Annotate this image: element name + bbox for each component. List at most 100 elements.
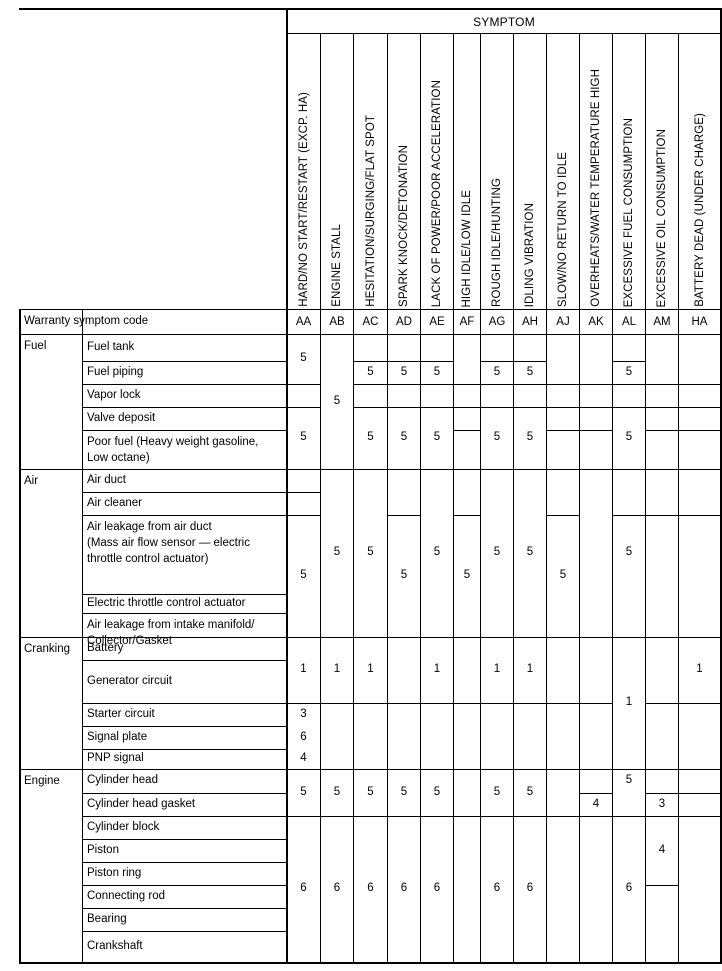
column-header-AG: ROUGH IDLE/HUNTING — [491, 178, 503, 307]
rating-fuel-AL-piping: 5 — [625, 365, 633, 378]
rating-fuel-AG-poor: 5 — [493, 431, 501, 444]
row-rule-fuel-4 — [82, 430, 287, 431]
rating-fuel-AD-poor: 5 — [400, 431, 408, 444]
item-air-leakage-duct-line3: throttle control actuator) — [87, 553, 209, 565]
item-electric-throttle-actuator: Electric throttle control actuator — [87, 596, 246, 609]
item-fuel-tank: Fuel tank — [87, 340, 135, 353]
col-rule-AJ-AK — [579, 33, 580, 962]
col-rule-AC-AD — [387, 33, 388, 962]
rating-air-AL: 5 — [625, 546, 633, 559]
merge-rule-air-d — [453, 515, 480, 516]
row-rule-engine-7 — [82, 931, 287, 932]
rating-cranking-AA-signal: 6 — [300, 730, 307, 743]
rating-air-AE: 5 — [433, 546, 441, 559]
rating-engine-AG-head: 5 — [493, 785, 501, 798]
col-rule-AL-AM — [645, 33, 646, 962]
rating-air-AB: 5 — [333, 546, 341, 559]
row-rule-engine-3 — [82, 839, 287, 840]
rating-fuel-AG-piping: 5 — [493, 365, 501, 378]
item-poor-fuel-line1: Poor fuel (Heavy weight gasoline, — [87, 436, 259, 448]
row-rule-engine-4 — [82, 862, 287, 863]
group-label-cranking: Cranking — [24, 643, 71, 655]
item-generator-circuit: Generator circuit — [87, 674, 173, 687]
merge-rule-air-f — [612, 515, 722, 516]
row-rule-cranking-3 — [82, 726, 287, 727]
item-air-leakage-manifold-line2: Collector/Gasket — [87, 635, 173, 647]
column-header-HA: BATTERY DEAD (UNDER CHARGE) — [693, 113, 706, 307]
warranty-code-AD: AD — [396, 316, 412, 328]
warranty-code-AL: AL — [621, 316, 637, 328]
row-rule-engine-1 — [82, 793, 287, 794]
rating-cranking-AA-starter: 3 — [300, 707, 307, 720]
row-rule-engine-2 — [82, 816, 287, 817]
warranty-code-AA: AA — [295, 316, 312, 328]
item-air-leakage-duct: Air leakage from air duct (Mass air flow… — [82, 515, 286, 594]
rating-fuel-AE-piping: 5 — [433, 365, 441, 378]
rating-engine-AC-head: 5 — [367, 785, 374, 798]
column-header-AE: LACK OF POWER/POOR ACCELERATION — [431, 79, 443, 307]
rating-cranking-HA-batt: 1 — [696, 663, 703, 676]
rating-engine-AM-gasket: 3 — [658, 797, 666, 810]
col-rule-AK-AL — [612, 33, 613, 962]
rating-cranking-AA-batt: 1 — [300, 663, 307, 676]
warranty-code-AM: AM — [653, 316, 671, 328]
rating-engine-AB-head: 5 — [333, 785, 341, 798]
row-rule-engine-5 — [82, 885, 287, 886]
item-cylinder-block: Cylinder block — [87, 820, 160, 833]
rating-cranking-AC-batt: 1 — [367, 663, 374, 676]
col-rule-AE-AF — [453, 33, 454, 962]
row-rule-air-4 — [82, 613, 287, 614]
rating-engine-AH-head: 5 — [526, 785, 534, 798]
item-vapor-lock: Vapor lock — [87, 388, 141, 401]
item-fuel-piping: Fuel piping — [87, 365, 144, 378]
item-air-leakage-duct-line2: (Mass air flow sensor — electric — [87, 537, 250, 549]
item-cylinder-head-gasket: Cylinder head gasket — [87, 797, 196, 810]
warranty-code-AE: AE — [429, 316, 445, 328]
merge-rule-eng-d — [645, 885, 678, 886]
rating-cranking-AL-all: 1 — [625, 696, 633, 709]
item-column-divider — [286, 8, 288, 964]
rating-cranking-AH-batt: 1 — [526, 663, 534, 676]
rating-air-AH: 5 — [526, 546, 534, 559]
row-rule-air-1 — [82, 492, 287, 493]
table-top-border — [19, 8, 722, 10]
section-divider-engine — [19, 769, 722, 770]
row-rule-cranking-4 — [82, 749, 287, 750]
rating-engine-AG-block: 6 — [493, 882, 501, 895]
col-rule-AA-AB — [320, 33, 321, 962]
row-rule-air-3 — [82, 594, 287, 595]
col-rule-AD-AE — [420, 33, 421, 962]
merge-rule-fuel-h — [453, 430, 480, 431]
rating-engine-AB-block: 6 — [333, 882, 341, 895]
row-rule-fuel-3 — [82, 407, 287, 408]
row-rule-air-2 — [82, 515, 287, 516]
merge-rule-fuel-f — [287, 407, 320, 408]
merge-rule-fuel-d — [287, 384, 320, 385]
merge-rule-crank-a — [287, 703, 612, 704]
row-rule-cranking-2 — [82, 703, 287, 704]
rating-air-AA: 5 — [300, 569, 307, 582]
rating-fuel-AL-poor: 5 — [625, 431, 633, 444]
warranty-row-top — [19, 309, 722, 310]
warranty-code-AK: AK — [588, 316, 604, 328]
rating-air-AC: 5 — [367, 546, 374, 559]
group-label-fuel: Fuel — [24, 340, 47, 352]
rating-fuel-AH-piping: 5 — [526, 365, 534, 378]
column-header-AL: EXCESSIVE FUEL CONSUMPTION — [623, 117, 635, 307]
merge-rule-fuel-g — [353, 407, 722, 408]
rating-fuel-AA-tank: 5 — [300, 352, 307, 365]
col-rule-AF-AG — [480, 33, 481, 962]
column-header-AD: SPARK KNOCK/DETONATION — [398, 145, 410, 307]
col-rule-AG-AH — [513, 33, 514, 962]
merge-rule-air-e — [546, 515, 579, 516]
merge-rule-crank-b — [645, 703, 722, 704]
item-bearing: Bearing — [87, 912, 127, 925]
item-air-cleaner: Air cleaner — [87, 496, 142, 509]
table-right-border — [720, 8, 722, 964]
column-header-AF: HIGH IDLE/LOW IDLE — [461, 189, 473, 307]
group-label-engine: Engine — [24, 775, 60, 787]
rating-cranking-AB-batt: 1 — [333, 663, 341, 676]
column-header-AC: HESITATION/SURGING/FLAT SPOT — [364, 115, 377, 307]
rating-fuel-AE-poor: 5 — [433, 431, 441, 444]
